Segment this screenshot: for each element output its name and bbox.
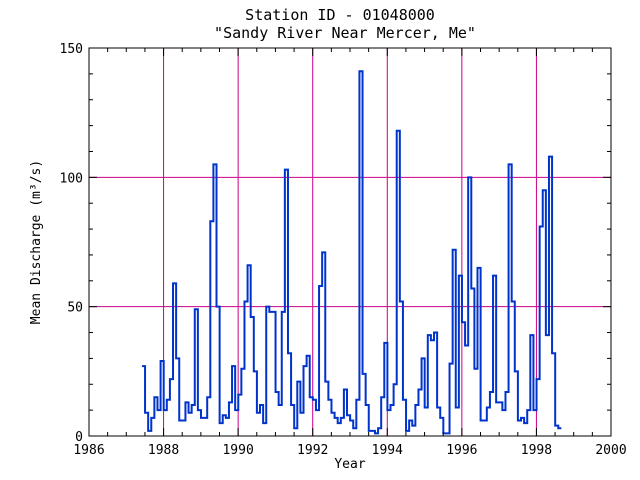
x-tick-label: 1998 <box>521 443 552 458</box>
x-tick-label: 2000 <box>595 443 626 458</box>
series-line <box>141 70 562 435</box>
y-axis-label: Mean Discharge (m³/s) <box>29 160 44 324</box>
y-tick-label: 50 <box>67 301 83 316</box>
x-tick-label: 1988 <box>148 443 179 458</box>
x-axis-label: Year <box>334 457 365 472</box>
y-tick-label: 100 <box>60 171 83 186</box>
x-tick-label: 1992 <box>297 443 328 458</box>
x-tick-label: 1994 <box>372 443 403 458</box>
axis-ticks: 1986 1988 1990 1992 1994 1996 1998 2000 0 50 100 15… <box>60 42 627 458</box>
x-tick-label: 1986 <box>73 443 104 458</box>
chart-subtitle: "Sandy River Near Mercer, Me" <box>214 24 476 42</box>
y-tick-label: 0 <box>75 430 83 445</box>
x-tick-label: 1996 <box>446 443 477 458</box>
x-tick-label: 1990 <box>222 443 253 458</box>
chart-title: Station ID - 01048000 <box>245 6 435 24</box>
y-tick-label: 150 <box>60 42 83 57</box>
